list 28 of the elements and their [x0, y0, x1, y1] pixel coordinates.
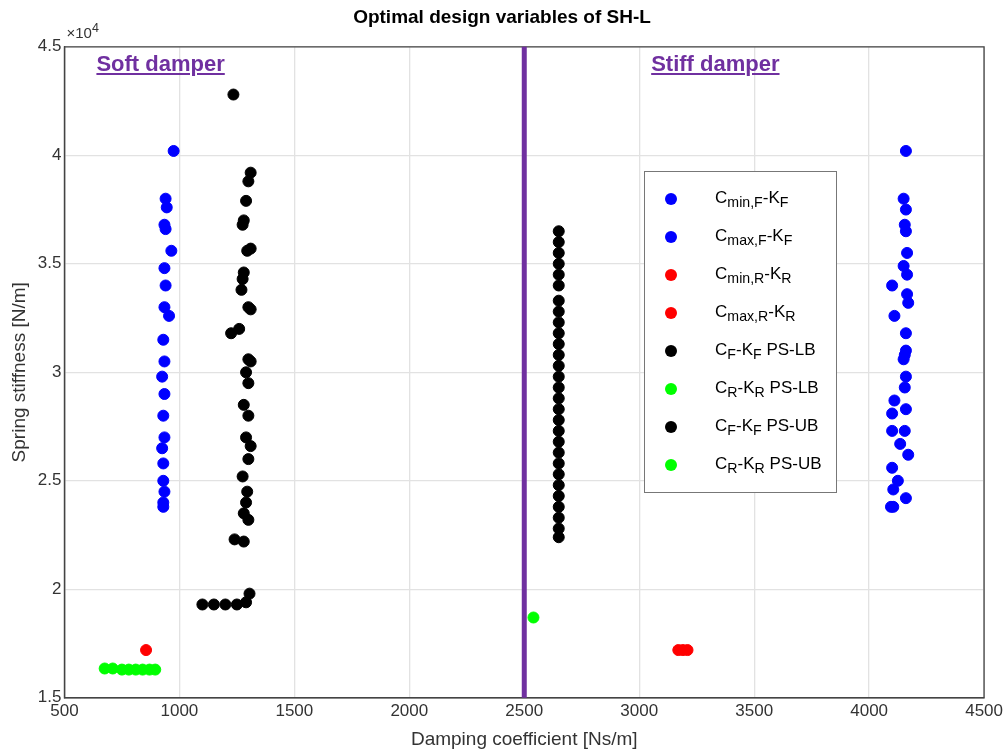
text: ×10$^{4}$ [66, 20, 99, 41]
y-tick-label: 4 [51, 144, 62, 164]
legend-label: C$_{F}$-K$_{F}$ PS-LB [715, 340, 816, 363]
legend-label: C$_{F}$-K$_{F}$ PS-UB [715, 416, 819, 439]
x-tick-label: 3500 [735, 700, 774, 720]
x-tick-label: 2500 [505, 700, 544, 720]
x-tick-label: 3000 [620, 700, 659, 720]
x-tick-label: 1500 [275, 700, 314, 720]
legend-label: C$_{min,R}$-K$_{R}$ [715, 264, 792, 287]
x-tick-label: 1000 [160, 700, 199, 720]
legend-label: C$_{max,R}$-K$_{R}$ [715, 302, 796, 325]
annotation: Stiff damper [651, 50, 780, 77]
x-axis-title: Damping coefficient [Ns/m] [410, 727, 638, 749]
x-tick-label: 4500 [965, 700, 1003, 720]
y-tick-label: 3 [51, 361, 62, 381]
y-tick-label: 4.5 [37, 36, 62, 56]
y-axis-title: Spring stiffness [N/m] [7, 282, 29, 463]
chart-title: Optimal design variables of SH-L [353, 5, 652, 27]
x-tick-label: 2000 [390, 700, 429, 720]
y-tick-label: 2 [51, 578, 62, 598]
legend-label: C$_{min,F}$-K$_{F}$ [715, 188, 789, 211]
legend-label: C$_{R}$-K$_{R}$ PS-LB [715, 378, 819, 401]
y-tick-label: 3.5 [37, 253, 62, 273]
legend-label: C$_{R}$-K$_{R}$ PS-UB [715, 454, 822, 477]
annotation: Soft damper [96, 50, 225, 77]
legend-label: C$_{max,F}$-K$_{F}$ [715, 226, 793, 249]
x-tick-label: 4000 [850, 700, 889, 720]
y-tick-label: 2.5 [37, 470, 62, 490]
